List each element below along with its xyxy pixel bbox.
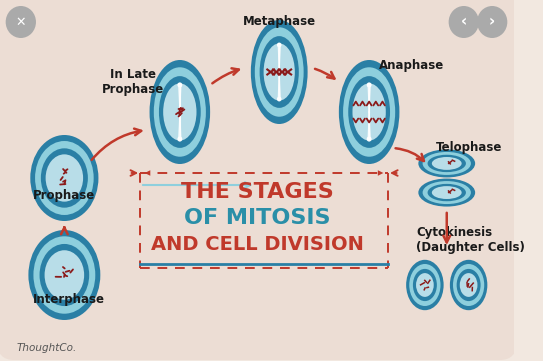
Ellipse shape — [40, 244, 89, 306]
Circle shape — [277, 43, 281, 47]
Ellipse shape — [418, 179, 475, 206]
Text: Telophase: Telophase — [435, 142, 502, 155]
Ellipse shape — [450, 260, 488, 310]
Ellipse shape — [406, 260, 444, 310]
Ellipse shape — [41, 148, 88, 208]
Ellipse shape — [460, 273, 477, 297]
Ellipse shape — [45, 250, 84, 300]
Ellipse shape — [348, 76, 390, 148]
Circle shape — [178, 136, 182, 142]
Text: OF MITOSIS: OF MITOSIS — [184, 208, 331, 228]
Text: ›: › — [489, 14, 495, 30]
Ellipse shape — [432, 157, 462, 170]
Text: Metaphase: Metaphase — [243, 16, 316, 29]
Circle shape — [477, 6, 507, 38]
Ellipse shape — [453, 264, 484, 306]
Ellipse shape — [413, 269, 437, 301]
Ellipse shape — [34, 236, 95, 314]
Ellipse shape — [35, 141, 93, 215]
Ellipse shape — [416, 273, 434, 297]
Ellipse shape — [418, 149, 475, 178]
Ellipse shape — [409, 264, 440, 306]
Ellipse shape — [30, 135, 98, 221]
Ellipse shape — [255, 27, 304, 117]
Circle shape — [367, 82, 371, 87]
Ellipse shape — [339, 60, 400, 164]
Ellipse shape — [263, 43, 295, 101]
Text: Anaphase: Anaphase — [378, 58, 444, 71]
Circle shape — [277, 97, 281, 101]
Text: AND CELL DIVISION: AND CELL DIVISION — [151, 235, 364, 253]
Ellipse shape — [159, 76, 201, 148]
Text: Cytokinesis
(Daughter Cells): Cytokinesis (Daughter Cells) — [416, 226, 525, 254]
Ellipse shape — [260, 36, 299, 108]
Ellipse shape — [251, 20, 308, 124]
Ellipse shape — [28, 230, 100, 320]
Ellipse shape — [432, 186, 462, 199]
Text: ThoughtCo.: ThoughtCo. — [17, 343, 77, 353]
Ellipse shape — [422, 152, 471, 175]
FancyBboxPatch shape — [0, 0, 517, 360]
Circle shape — [178, 82, 182, 87]
Ellipse shape — [457, 269, 481, 301]
Ellipse shape — [352, 83, 386, 140]
Text: Prophase: Prophase — [33, 188, 96, 201]
Text: Interphase: Interphase — [33, 293, 105, 306]
Ellipse shape — [154, 67, 206, 157]
Circle shape — [449, 6, 479, 38]
Text: ‹: ‹ — [460, 14, 467, 30]
Ellipse shape — [343, 67, 395, 157]
Ellipse shape — [46, 155, 83, 202]
Text: ✕: ✕ — [16, 16, 26, 29]
Ellipse shape — [422, 181, 471, 204]
Text: In Late
Prophase: In Late Prophase — [102, 68, 163, 96]
Circle shape — [367, 136, 371, 142]
Ellipse shape — [163, 83, 197, 140]
Text: THE STAGES: THE STAGES — [181, 182, 334, 202]
Ellipse shape — [427, 155, 466, 172]
Ellipse shape — [149, 60, 210, 164]
Circle shape — [5, 6, 36, 38]
Ellipse shape — [427, 184, 466, 201]
